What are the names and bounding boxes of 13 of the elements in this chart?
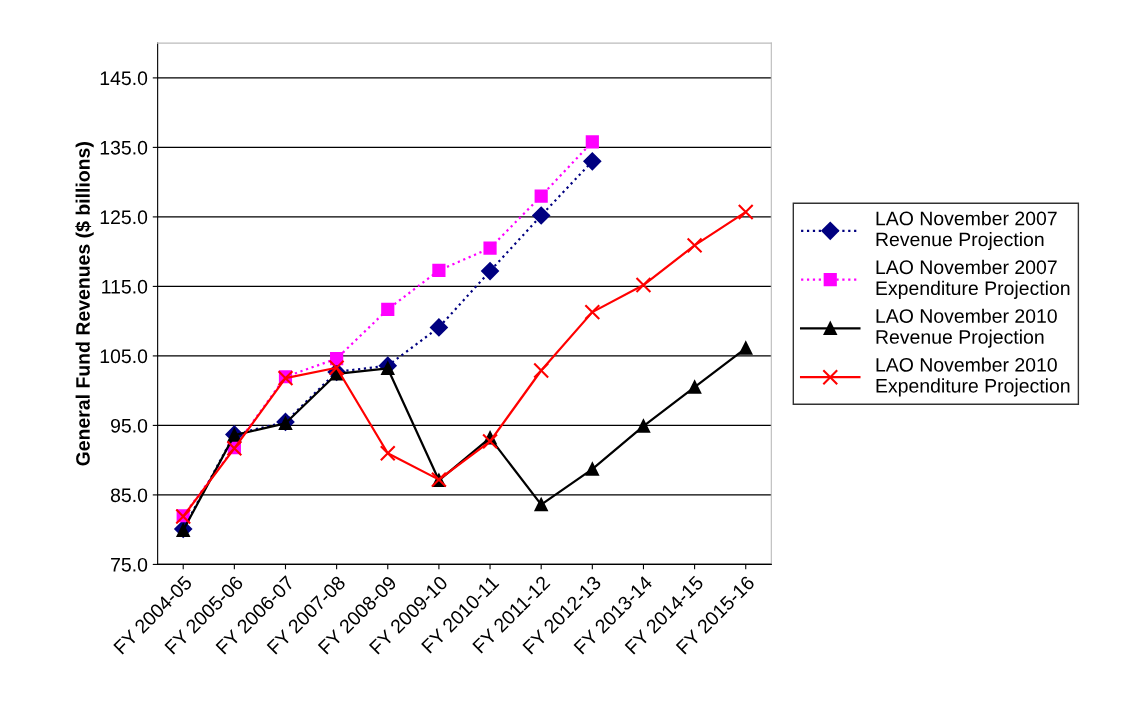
y-tick-label: 115.0 (102, 279, 148, 294)
y-tick-label: 145.0 (100, 71, 148, 86)
y-tick-label: 125.0 (100, 210, 148, 225)
y-tick-label: 75.0 (111, 557, 148, 572)
legend-label: LAO November 2007 Expenditure Projection (876, 259, 1070, 299)
y-tick-label: 105.0 (100, 349, 148, 364)
legend-label: LAO November 2007 Revenue Projection (876, 211, 1057, 251)
y-tick-label: 85.0 (110, 488, 148, 503)
y-axis-title: General Fund Revenues ($ billions) (75, 142, 94, 466)
legend-label: LAO November 2010 Revenue Projection (876, 308, 1057, 348)
y-tick-label: 95.0 (110, 418, 148, 433)
y-tick-label: 135.0 (100, 140, 148, 155)
legend-label: LAO November 2010 Expenditure Projection (876, 357, 1070, 397)
